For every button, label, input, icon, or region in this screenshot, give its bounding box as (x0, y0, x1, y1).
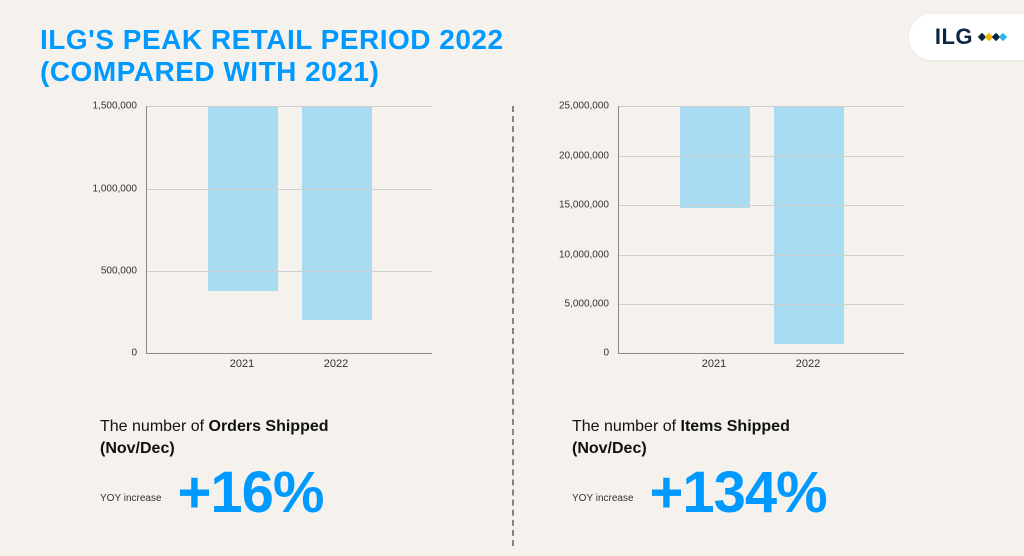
page-title: ILG'S PEAK RETAIL PERIOD 2022(COMPARED W… (40, 24, 640, 88)
y-tick-label: 0 (603, 348, 609, 359)
gridline (619, 304, 904, 305)
brand-mark-icon (979, 34, 1006, 40)
charts-row: 0500,0001,000,0001,500,000 2021 2022 0 5,0… (40, 106, 984, 406)
stat-value: +16% (178, 464, 324, 522)
bar (208, 106, 278, 290)
x-tick-label: 2022 (301, 354, 371, 376)
plot-area: 0500,0001,000,0001,500,000 (146, 106, 432, 354)
caption-suffix: (Nov/Dec) (100, 440, 175, 457)
infographic-page: ILG ILG'S PEAK RETAIL PERIOD 2022(COMPAR… (0, 0, 1024, 556)
bar-chart: 0500,0001,000,0001,500,000 2021 2022 (134, 106, 472, 376)
gridline (619, 106, 904, 107)
y-tick-label: 5,000,000 (565, 298, 610, 309)
gridline (147, 189, 432, 190)
bar (302, 106, 372, 320)
x-tick-label: 2021 (207, 354, 277, 376)
chart-panel-orders: 0500,0001,000,0001,500,000 2021 2022 (40, 106, 512, 406)
y-tick-label: 20,000,000 (559, 150, 609, 161)
x-tick-label: 2022 (773, 354, 843, 376)
chart-caption: The number of Orders Shipped (Nov/Dec) (40, 416, 512, 459)
y-tick-label: 500,000 (101, 266, 137, 277)
y-tick-label: 15,000,000 (559, 200, 609, 211)
brand-text: ILG (935, 24, 973, 50)
stat-value: +134% (650, 464, 827, 522)
bar-chart: 05,000,00010,000,00015,000,00020,000,000… (606, 106, 944, 376)
bars-container (147, 106, 432, 353)
x-axis-labels: 2021 2022 (618, 354, 904, 376)
caption-bold: Orders Shipped (209, 418, 329, 435)
gridline (147, 271, 432, 272)
yoy-label: YOY increase (572, 493, 634, 522)
y-tick-label: 10,000,000 (559, 249, 609, 260)
caption-prefix: The number of (100, 418, 209, 435)
yoy-label: YOY increase (100, 493, 162, 522)
chart-caption: The number of Items Shipped (Nov/Dec) (512, 416, 984, 459)
stat-block: YOY increase +134% (512, 464, 984, 522)
x-tick-label: 2021 (679, 354, 749, 376)
y-tick-label: 25,000,000 (559, 101, 609, 112)
stat-block: YOY increase +16% (40, 464, 512, 522)
y-tick-label: 1,500,000 (93, 101, 138, 112)
gridline (619, 255, 904, 256)
caption-suffix: (Nov/Dec) (572, 440, 647, 457)
bar (774, 106, 844, 344)
y-tick-label: 1,000,000 (93, 183, 138, 194)
caption-bold: Items Shipped (681, 418, 790, 435)
brand-badge: ILG (909, 14, 1024, 60)
gridline (147, 106, 432, 107)
diamond-icon (999, 33, 1007, 41)
gridline (619, 205, 904, 206)
caption-prefix: The number of (572, 418, 681, 435)
x-axis-labels: 2021 2022 (146, 354, 432, 376)
chart-panel-items: 0 5,000,000 10,000,000 15,000,000 20,000,000… (512, 106, 984, 406)
y-tick-label: 0 (131, 348, 137, 359)
plot-area: 05,000,00010,000,00015,000,00020,000,000… (618, 106, 904, 354)
bars-container (619, 106, 904, 353)
bar (680, 106, 750, 208)
gridline (619, 156, 904, 157)
